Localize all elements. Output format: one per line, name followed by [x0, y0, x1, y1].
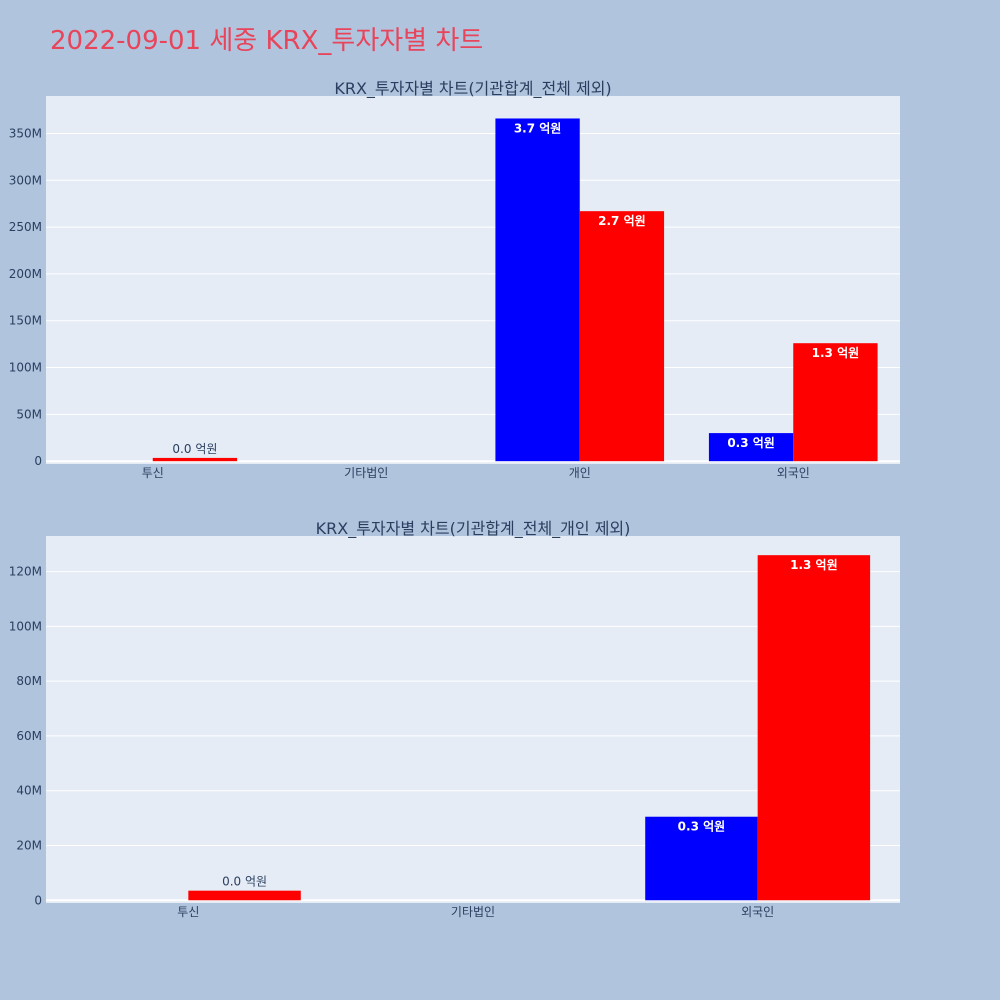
x-tick-label: 기타법인	[344, 466, 388, 480]
bar	[645, 816, 758, 901]
y-tick-label: 100M	[9, 619, 42, 633]
y-tick-label: 350M	[9, 126, 42, 140]
chart-top: KRX_투자자별 차트(기관합계_전체 제외) 0 50M 100M 150M 200M 2…	[9, 79, 900, 480]
y-tick-label: 80M	[16, 674, 42, 688]
y-tick-label: 100M	[9, 361, 42, 375]
y-tick-label: 60M	[16, 729, 42, 743]
bar-data-label: 3.7 억원	[514, 121, 562, 135]
y-tick-label: 0	[34, 893, 42, 907]
bar-data-label: 0.3 억원	[678, 820, 726, 834]
y-tick-label: 40M	[16, 784, 42, 798]
bar	[757, 555, 871, 901]
bar-data-label: 2.7 억원	[598, 214, 646, 228]
bar-data-label: 0.0 억원	[222, 875, 267, 889]
bar-data-label: 1.3 억원	[812, 346, 860, 360]
chart-bottom: KRX_투자자별 차트(기관합계_전체_개인 제외) 0 20M 40M 60M 80M 1…	[9, 519, 900, 919]
y-tick-label: 300M	[9, 173, 42, 187]
x-tick-label: 투신	[177, 905, 199, 919]
bar	[708, 433, 794, 462]
bar	[495, 118, 580, 462]
bar	[579, 211, 665, 462]
y-tick-label: 200M	[9, 267, 42, 281]
bar-data-label: 0.3 억원	[727, 436, 775, 450]
x-tick-label: 외국인	[741, 905, 774, 919]
bar	[188, 890, 301, 901]
x-tick-label: 기타법인	[451, 905, 495, 919]
chart-title: KRX_투자자별 차트(기관합계_전체_개인 제외)	[316, 519, 631, 539]
y-tick-label: 120M	[9, 565, 42, 579]
bar	[793, 343, 878, 462]
y-tick-label: 250M	[9, 220, 42, 234]
bar-data-label: 1.3 억원	[790, 558, 838, 572]
y-tick-label: 150M	[9, 314, 42, 328]
page-title: 2022-09-01 세중 KRX_투자자별 차트	[50, 26, 483, 56]
y-tick-label: 20M	[16, 838, 42, 852]
plot-area	[46, 96, 900, 464]
bar	[152, 457, 238, 462]
y-tick-label: 0	[34, 454, 42, 468]
x-tick-label: 외국인	[777, 466, 810, 480]
x-tick-label: 투신	[142, 466, 164, 480]
bar-data-label: 0.0 억원	[172, 442, 217, 456]
x-tick-label: 개인	[569, 466, 591, 480]
chart-title: KRX_투자자별 차트(기관합계_전체 제외)	[334, 79, 611, 99]
y-tick-label: 50M	[16, 407, 42, 421]
